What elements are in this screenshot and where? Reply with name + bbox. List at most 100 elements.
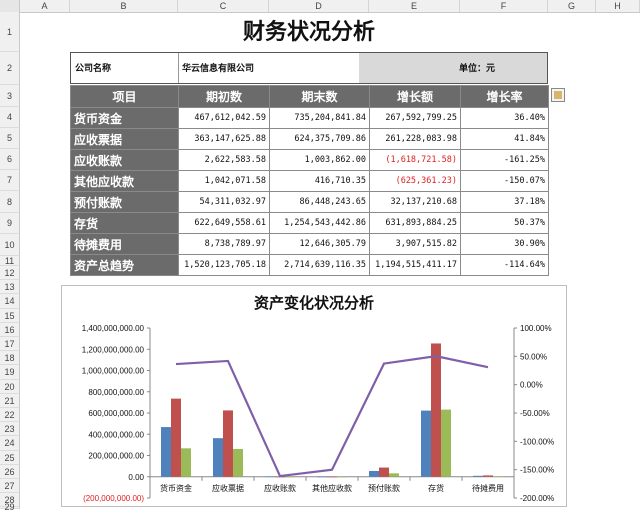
- cell-growth[interactable]: 261,228,083.98: [369, 128, 461, 150]
- table-row: 其他应收款 1,042,071.58 416,710.35 (625,361.23) -…: [70, 170, 549, 192]
- row-header-21[interactable]: 21: [0, 393, 20, 408]
- row-header-15[interactable]: 15: [0, 308, 20, 323]
- col-b[interactable]: B: [70, 0, 178, 12]
- row-header-9[interactable]: 9: [0, 213, 20, 234]
- bar: [431, 343, 441, 477]
- row-header-19[interactable]: 19: [0, 365, 20, 380]
- row-header-18[interactable]: 18: [0, 351, 20, 366]
- cell-end[interactable]: 12,646,305.79: [269, 233, 370, 255]
- cell-item[interactable]: 货币资金: [70, 107, 179, 129]
- row-header-26[interactable]: 26: [0, 464, 20, 479]
- cell-end[interactable]: 416,710.35: [269, 170, 370, 192]
- cell-rate[interactable]: 36.40%: [460, 107, 549, 129]
- header-growth[interactable]: 增长额: [369, 85, 461, 108]
- cell-item[interactable]: 预付账款: [70, 191, 179, 213]
- col-c[interactable]: C: [178, 0, 269, 12]
- cell-rate[interactable]: -114.64%: [460, 254, 549, 276]
- row-header-14[interactable]: 14: [0, 294, 20, 309]
- header-rate[interactable]: 增长率: [460, 85, 549, 108]
- cell-rate[interactable]: 50.37%: [460, 212, 549, 234]
- row-header-4[interactable]: 4: [0, 107, 20, 128]
- col-g[interactable]: G: [548, 0, 596, 12]
- y2-tick-label: 100.00%: [520, 324, 552, 333]
- cell-begin[interactable]: 467,612,042.59: [178, 107, 270, 129]
- bar: [337, 476, 347, 478]
- col-h[interactable]: H: [596, 0, 640, 12]
- table-row: 资产总趋势 1,520,123,705.18 2,714,639,116.35 1,1…: [70, 254, 549, 276]
- row-header-16[interactable]: 16: [0, 322, 20, 337]
- cell-begin[interactable]: 1,042,071.58: [178, 170, 270, 192]
- x-tick-label: 存货: [428, 483, 444, 493]
- col-f[interactable]: F: [460, 0, 548, 12]
- col-a[interactable]: A: [20, 0, 70, 12]
- y-tick-label: 1,400,000,000.00: [82, 324, 145, 333]
- row-header-6[interactable]: 6: [0, 149, 20, 170]
- col-e[interactable]: E: [369, 0, 460, 12]
- x-tick-label: 其他应收款: [312, 483, 352, 493]
- cell-begin[interactable]: 8,738,789.97: [178, 233, 270, 255]
- cell-end[interactable]: 624,375,709.86: [269, 128, 370, 150]
- row-header-2[interactable]: 2: [0, 52, 20, 85]
- cell-begin[interactable]: 54,311,032.97: [178, 191, 270, 213]
- row-header-5[interactable]: 5: [0, 128, 20, 149]
- select-all-corner[interactable]: [0, 0, 20, 12]
- row-header-1[interactable]: 1: [0, 12, 20, 52]
- cell-rate[interactable]: 30.90%: [460, 233, 549, 255]
- cell-growth[interactable]: (625,361.23): [369, 170, 461, 192]
- header-item[interactable]: 项目: [70, 85, 179, 108]
- row-header-3[interactable]: 3: [0, 85, 20, 107]
- cell-item[interactable]: 资产总趋势: [70, 254, 179, 276]
- row-header-28[interactable]: 28: [0, 493, 20, 508]
- cell-item[interactable]: 应收票据: [70, 128, 179, 150]
- chart-container[interactable]: 资产变化状况分析 1,400,000,000.00 1,200,000,000.0…: [61, 285, 567, 507]
- cell-growth[interactable]: (1,618,721.58): [369, 149, 461, 171]
- y-tick-label: (200,000,000.00): [83, 494, 144, 503]
- cell-growth[interactable]: 1,194,515,411.17: [369, 254, 461, 276]
- cell-begin[interactable]: 2,622,583.58: [178, 149, 270, 171]
- cell-begin[interactable]: 622,649,558.61: [178, 212, 270, 234]
- header-end[interactable]: 期末数: [269, 85, 370, 108]
- cell-item[interactable]: 其他应收款: [70, 170, 179, 192]
- report-title: 财务状况分析: [242, 19, 375, 45]
- cell-end[interactable]: 1,003,862.00: [269, 149, 370, 171]
- table-header-row: 项目 期初数 期末数 增长额 增长率: [70, 85, 549, 108]
- cell-item[interactable]: 待摊费用: [70, 233, 179, 255]
- cell-rate[interactable]: -161.25%: [460, 149, 549, 171]
- row-header-20[interactable]: 20: [0, 379, 20, 394]
- table-row: 存货 622,649,558.61 1,254,543,442.86 631,893,…: [70, 212, 549, 234]
- row-header-17[interactable]: 17: [0, 337, 20, 352]
- cell-end[interactable]: 2,714,639,116.35: [269, 254, 370, 276]
- row-header-8[interactable]: 8: [0, 191, 20, 213]
- row-header-7[interactable]: 7: [0, 170, 20, 191]
- row-header-12[interactable]: 12: [0, 266, 20, 281]
- cell-end[interactable]: 735,204,841.84: [269, 107, 370, 129]
- row-header-25[interactable]: 25: [0, 450, 20, 465]
- row-header-24[interactable]: 24: [0, 436, 20, 451]
- cell-growth[interactable]: 32,137,210.68: [369, 191, 461, 213]
- cell-rate[interactable]: -150.07%: [460, 170, 549, 192]
- row-header-11[interactable]: 11: [0, 256, 20, 266]
- y2-tick-label: -100.00%: [520, 437, 554, 446]
- row-header-13[interactable]: 13: [0, 280, 20, 295]
- paste-options-icon[interactable]: [551, 88, 565, 102]
- cell-rate[interactable]: 37.18%: [460, 191, 549, 213]
- cell-growth[interactable]: 267,592,799.25: [369, 107, 461, 129]
- cell-end[interactable]: 86,448,243.65: [269, 191, 370, 213]
- bar: [483, 475, 493, 477]
- row-header-27[interactable]: 27: [0, 479, 20, 494]
- y2-tick-label: 50.00%: [520, 352, 547, 361]
- row-header-10[interactable]: 10: [0, 234, 20, 256]
- header-begin[interactable]: 期初数: [178, 85, 270, 108]
- cell-rate[interactable]: 41.84%: [460, 128, 549, 150]
- cell-begin[interactable]: 1,520,123,705.18: [178, 254, 270, 276]
- cell-item[interactable]: 存货: [70, 212, 179, 234]
- row-header-22[interactable]: 22: [0, 408, 20, 423]
- y-tick-label: 200,000,000.00: [88, 452, 144, 461]
- cell-growth[interactable]: 3,907,515.82: [369, 233, 461, 255]
- cell-end[interactable]: 1,254,543,442.86: [269, 212, 370, 234]
- cell-begin[interactable]: 363,147,625.88: [178, 128, 270, 150]
- cell-item[interactable]: 应收账款: [70, 149, 179, 171]
- row-header-23[interactable]: 23: [0, 422, 20, 437]
- cell-growth[interactable]: 631,893,884.25: [369, 212, 461, 234]
- col-d[interactable]: D: [269, 0, 369, 12]
